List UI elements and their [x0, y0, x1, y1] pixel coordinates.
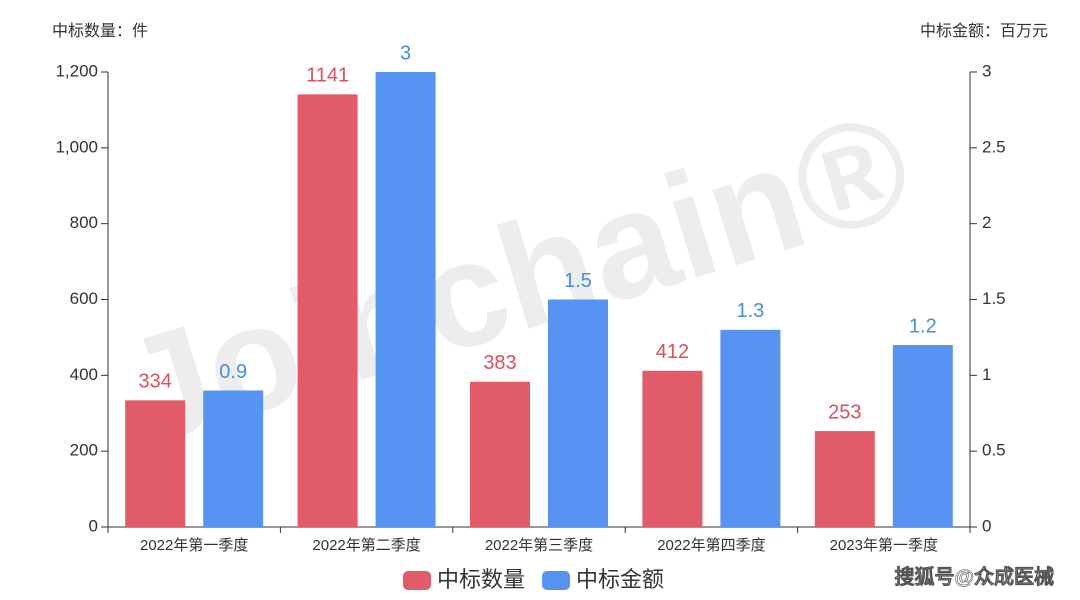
value-label: 1.2 — [909, 315, 937, 337]
y-tick-label: 1,000 — [55, 137, 98, 156]
bar — [375, 72, 436, 527]
bar — [470, 381, 530, 527]
legend-swatch — [542, 571, 571, 590]
value-label: 0.9 — [219, 361, 247, 383]
legend-label: 中标数量 — [437, 567, 525, 592]
value-label: 253 — [828, 401, 861, 423]
y2-tick-label: 2.5 — [982, 137, 1006, 156]
y-tick-label: 0 — [89, 516, 98, 535]
y2-tick-label: 0.5 — [982, 441, 1006, 460]
x-tick-label: 2022年第一季度 — [140, 536, 248, 554]
value-label: 383 — [483, 352, 516, 374]
y-tick-label: 200 — [70, 441, 98, 460]
value-label: 1141 — [306, 65, 349, 87]
x-tick-label: 2022年第三季度 — [485, 536, 593, 554]
bar — [125, 400, 186, 527]
y2-tick-label: 1 — [982, 365, 991, 384]
y-tick-label: 1,200 — [55, 61, 98, 80]
value-label: 1.5 — [564, 270, 592, 292]
x-tick-label: 2022年第四季度 — [657, 536, 765, 554]
legend-label: 中标金额 — [576, 567, 664, 592]
y2-axis-title: 中标金额：百万元 — [920, 22, 1048, 40]
y2-tick-label: 2 — [982, 213, 991, 232]
y2-tick-label: 1.5 — [982, 289, 1006, 308]
y-tick-label: 800 — [70, 213, 98, 232]
bar — [814, 431, 875, 527]
y-axis-title: 中标数量：件 — [52, 22, 148, 40]
bar — [720, 329, 781, 527]
y-tick-label: 600 — [70, 289, 98, 308]
value-label: 334 — [139, 371, 172, 393]
bar — [203, 390, 264, 527]
x-tick-label: 2023年第一季度 — [830, 536, 938, 554]
x-tick-label: 2022年第二季度 — [312, 536, 420, 554]
legend-swatch — [403, 571, 431, 590]
y-tick-label: 400 — [70, 365, 98, 384]
value-label: 412 — [656, 341, 689, 363]
y2-tick-label: 0 — [982, 516, 991, 535]
bar — [297, 94, 358, 527]
source-label: 搜狐号@众成医械 — [894, 564, 1054, 588]
value-label: 1.3 — [736, 300, 764, 322]
value-label: 3 — [400, 42, 411, 64]
bar — [548, 299, 608, 527]
y2-tick-label: 3 — [982, 61, 991, 80]
bar — [892, 345, 953, 527]
bar — [642, 370, 703, 527]
